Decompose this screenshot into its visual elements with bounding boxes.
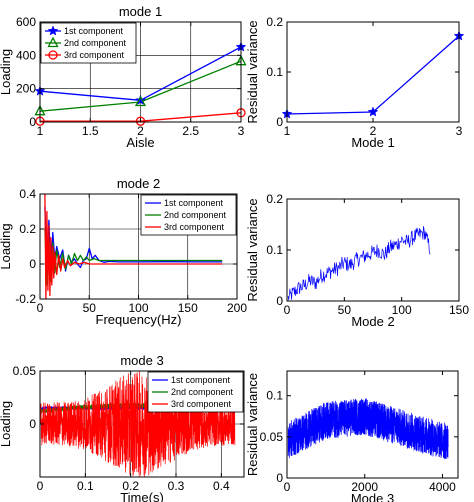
x-axis-label: Mode 1 xyxy=(351,135,394,150)
y-tick-label: 0.4 xyxy=(19,187,36,201)
x-tick-label: 0 xyxy=(37,479,44,493)
series-group xyxy=(287,226,431,301)
y-axis-label: Loading xyxy=(0,401,13,447)
series-line-1 xyxy=(287,398,449,460)
x-tick-label: 100 xyxy=(392,303,412,317)
x-tick-label: 0 xyxy=(37,301,44,315)
x-axis-label: Mode 3 xyxy=(351,491,394,502)
y-axis-label: Residual variance xyxy=(245,373,260,476)
chart-mode-2-residual: 0 50 100 150 0 0.1 0.2 Mode 2 Residual variance xyxy=(245,192,469,329)
y-tick-label: 0.05 xyxy=(260,430,284,444)
x-tick-label: 0.4 xyxy=(213,479,230,493)
chart-mode-3-residual: 0 2000 4000 0 0.05 0.1 Mode 3 Residual variance xyxy=(245,370,459,502)
y-tick-label: 0.1 xyxy=(266,243,283,257)
x-tick-label: 200 xyxy=(227,301,247,315)
x-tick-label: 2 xyxy=(137,124,144,138)
x-tick-label: 150 xyxy=(449,303,469,317)
legend-entry: 3rd component xyxy=(164,222,225,232)
legend-entry: 2nd component xyxy=(64,38,127,48)
legend-entry: 1st component xyxy=(171,375,231,385)
series-line-3 xyxy=(40,371,236,477)
y-axis-label: Loading xyxy=(0,49,13,95)
y-tick-label: 600 xyxy=(16,15,36,29)
series-line-3 xyxy=(44,194,223,299)
series-group xyxy=(287,398,449,460)
legend-entry: 1st component xyxy=(64,26,124,36)
y-tick-label: 0 xyxy=(29,115,36,129)
legend: 1st component 2nd component 3rd component xyxy=(140,194,237,236)
x-tick-label: 0 xyxy=(284,480,291,494)
chart-mode-1-loading: 1 1.5 2 2.5 3 0 200 400 600 mode 1 Aisle Loading 1st… xyxy=(0,4,247,150)
y-axis-label: Residual variance xyxy=(245,198,260,301)
series-group xyxy=(44,194,223,299)
chart-mode-3-loading: 0 0.1 0.2 0.3 0.4 0 0.05 mode 3 Time(s) Loading 1s… xyxy=(0,353,245,502)
y-tick-label: 0 xyxy=(29,417,36,431)
x-tick-label: 3 xyxy=(238,124,245,138)
x-tick-label: 0.2 xyxy=(122,479,139,493)
legend-entry: 1st component xyxy=(164,198,224,208)
data-point-marker xyxy=(134,95,147,107)
y-tick-label: 0.1 xyxy=(266,65,283,79)
plot-background xyxy=(287,22,459,122)
y-tick-label: 0 xyxy=(276,294,283,308)
y-tick-label: 0.05 xyxy=(13,364,37,378)
x-tick-label: 2000 xyxy=(351,480,378,494)
y-tick-label: 0.1 xyxy=(266,389,283,403)
x-tick-label: 0.1 xyxy=(77,479,94,493)
legend-marker xyxy=(48,50,58,60)
x-axis-label: Frequency(Hz) xyxy=(96,312,182,327)
y-tick-label: 400 xyxy=(16,48,36,62)
y-tick-label: 0.2 xyxy=(266,192,283,206)
x-tick-label: 4000 xyxy=(429,480,456,494)
chart-mode-1-residual: 1 2 3 0 0.1 0.2 Mode 1 Residual variance xyxy=(245,15,465,150)
data-point-marker xyxy=(135,116,146,126)
legend-entry: 3rd component xyxy=(171,399,232,409)
x-tick-label: 50 xyxy=(338,303,352,317)
x-axis-label: Time(s) xyxy=(120,490,164,502)
x-tick-label: 1 xyxy=(37,124,44,138)
series-line-1 xyxy=(287,226,431,301)
x-tick-label: 1.5 xyxy=(82,124,99,138)
legend-entry: 2nd component xyxy=(171,387,234,397)
legend: 1st component 2nd component 3rd component xyxy=(40,22,137,64)
x-tick-label: 0 xyxy=(284,303,291,317)
legend-marker xyxy=(47,25,59,36)
x-tick-label: 0.3 xyxy=(168,479,185,493)
x-tick-label: 3 xyxy=(456,124,463,138)
plot-frame xyxy=(286,370,459,479)
x-tick-label: 2.5 xyxy=(182,124,199,138)
y-tick-label: -0.2 xyxy=(15,292,36,306)
x-axis-label: Aisle xyxy=(126,135,154,150)
series-line-1 xyxy=(44,206,223,279)
x-tick-label: 2 xyxy=(370,124,377,138)
data-point-marker xyxy=(367,106,379,117)
legend: 1st component 2nd component 3rd component xyxy=(147,371,244,413)
y-axis-label: Residual variance xyxy=(245,20,260,123)
y-tick-label: 200 xyxy=(16,82,36,96)
legend-entry: 2nd component xyxy=(164,210,227,220)
y-tick-label: 0.2 xyxy=(266,15,283,29)
x-tick-label: 1 xyxy=(284,124,291,138)
x-axis-label: Mode 2 xyxy=(351,314,394,329)
chart-title: mode 3 xyxy=(120,353,163,368)
y-tick-label: 0 xyxy=(276,471,283,485)
data-point-marker xyxy=(135,94,146,105)
y-tick-label: 0 xyxy=(276,115,283,129)
legend-marker xyxy=(47,36,59,48)
y-tick-label: 0 xyxy=(29,257,36,271)
x-tick-label: 100 xyxy=(128,301,148,315)
y-tick-label: 0.2 xyxy=(19,222,36,236)
legend-entry: 3rd component xyxy=(64,50,125,60)
x-tick-label: 150 xyxy=(178,301,198,315)
x-tick-label: 50 xyxy=(83,301,97,315)
chart-title: mode 1 xyxy=(119,4,162,19)
chart-title: mode 2 xyxy=(117,176,160,191)
y-axis-label: Loading xyxy=(0,223,13,269)
